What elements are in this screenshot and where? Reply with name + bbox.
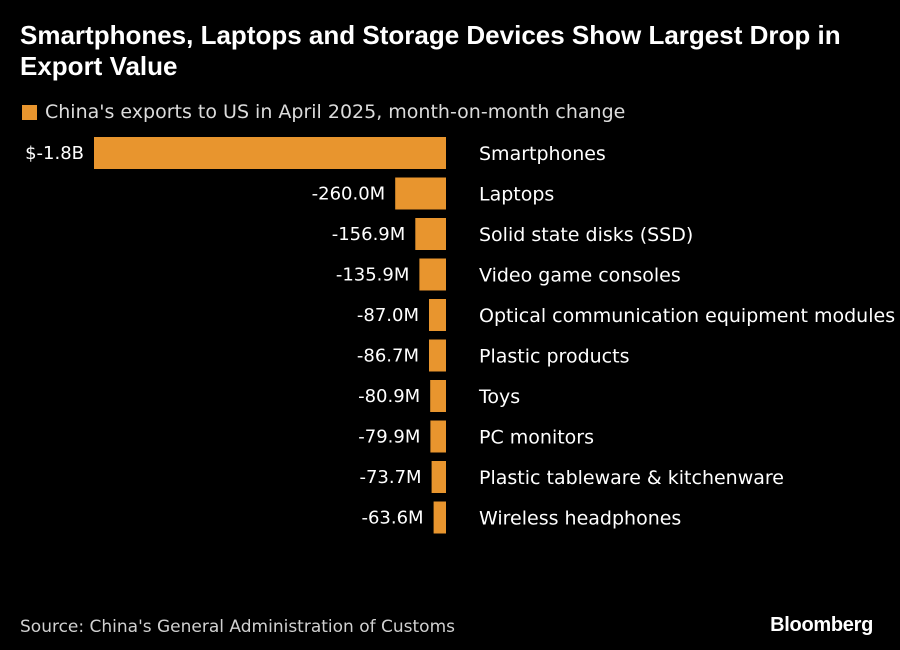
bar-value-label: -63.6M xyxy=(361,508,423,529)
bar-chart: $-1.8B Smartphones -260.0M Laptops -156.9M So… xyxy=(25,137,895,534)
legend-swatch xyxy=(22,104,37,120)
bar-value-label: -86.7M xyxy=(357,346,419,367)
bar-value-label: -79.9M xyxy=(358,427,420,448)
bar-value-label: -87.0M xyxy=(357,305,419,326)
bar-7 xyxy=(430,420,446,453)
category-label: Plastic products xyxy=(479,346,629,368)
category-label: Wireless headphones xyxy=(479,508,681,530)
bar-3 xyxy=(419,258,446,291)
bar-value-label: -156.9M xyxy=(332,224,406,245)
category-label: Toys xyxy=(478,386,520,408)
bar-4 xyxy=(429,299,446,331)
bar-8 xyxy=(431,461,446,493)
chart-title: Smartphones, Laptops and Storage Devices… xyxy=(20,20,841,81)
category-label: Smartphones xyxy=(479,143,606,165)
bar-value-label: -80.9M xyxy=(358,386,420,407)
category-label: Laptops xyxy=(479,184,554,206)
bar-value-label: $-1.8B xyxy=(25,143,84,164)
bar-5 xyxy=(429,339,446,372)
bar-9 xyxy=(433,501,446,534)
category-label: Optical communication equipment modules xyxy=(479,305,895,327)
bar-2 xyxy=(415,218,446,250)
bar-value-label: -135.9M xyxy=(336,265,410,286)
category-label: PC monitors xyxy=(479,427,594,449)
legend-label: China's exports to US in April 2025, mon… xyxy=(45,101,626,123)
bloomberg-logo: Bloomberg xyxy=(770,614,873,636)
legend: China's exports to US in April 2025, mon… xyxy=(22,101,625,123)
bar-value-label: -260.0M xyxy=(312,184,386,205)
source-note: Source: China's General Administration o… xyxy=(20,617,455,637)
category-label: Plastic tableware & kitchenware xyxy=(479,467,784,489)
bar-value-label: -73.7M xyxy=(359,467,421,488)
category-label: Video game consoles xyxy=(479,265,681,287)
bar-1 xyxy=(395,177,446,210)
category-label: Solid state disks (SSD) xyxy=(479,224,693,246)
bar-6 xyxy=(430,380,446,412)
bar-0 xyxy=(94,137,446,169)
